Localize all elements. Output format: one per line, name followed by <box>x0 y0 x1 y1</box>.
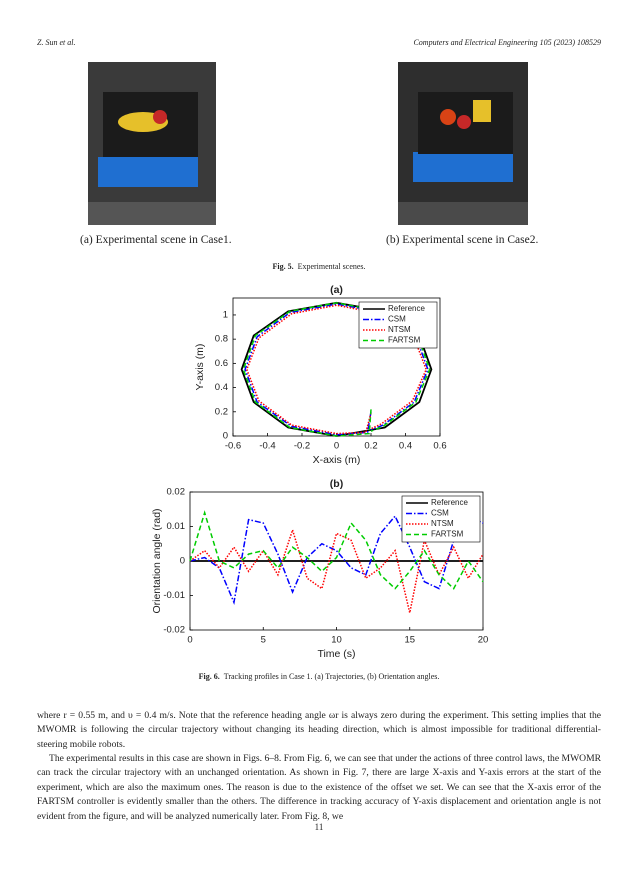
y-tick-label: -0.01 <box>163 590 185 601</box>
figure-caption: Fig. 5. Experimental scenes. <box>0 262 638 271</box>
x-axis-label: Time (s) <box>317 648 355 660</box>
y-axis-label: Orientation angle (rad) <box>151 508 163 613</box>
y-tick-label: 1 <box>223 309 228 320</box>
photo-case2 <box>398 62 528 225</box>
legend-label: FARTSM <box>388 336 421 345</box>
series-line <box>189 514 484 606</box>
running-head-left: Z. Sun et al. <box>37 38 76 47</box>
series-line <box>242 302 431 437</box>
caption-label: Fig. 6. <box>198 672 220 681</box>
x-axis-label: X-axis (m) <box>313 454 361 466</box>
y-tick-label: 0.6 <box>215 358 228 369</box>
x-tick-label: 0.4 <box>399 441 412 452</box>
caption-label: Fig. 5. <box>272 262 294 271</box>
chart-title: (a) <box>330 284 343 296</box>
y-tick-label: -0.02 <box>163 625 185 636</box>
x-tick-label: 0.6 <box>433 441 446 452</box>
series-line <box>245 304 428 435</box>
y-tick-label: 0.02 <box>167 487 186 498</box>
legend-label: NTSM <box>388 325 411 334</box>
running-head-right: Computers and Electrical Engineering 105… <box>413 38 601 47</box>
x-tick-label: 15 <box>404 635 415 646</box>
series-line <box>189 510 484 590</box>
y-tick-label: 0.8 <box>215 334 228 345</box>
legend-label: CSM <box>431 509 449 518</box>
caption-text: Tracking profiles in Case 1. (a) Traject… <box>223 672 440 681</box>
x-tick-label: 10 <box>331 635 342 646</box>
y-tick-label: 0.01 <box>167 521 186 532</box>
x-tick-label: -0.4 <box>259 441 275 452</box>
legend-label: CSM <box>388 315 406 324</box>
y-tick-label: 0 <box>180 556 185 567</box>
x-tick-label: 0 <box>334 441 339 452</box>
y-tick-label: 0.4 <box>215 382 228 393</box>
x-tick-label: 20 <box>478 635 489 646</box>
legend-label: Reference <box>431 498 468 507</box>
y-tick-label: 0 <box>223 431 228 442</box>
series-line <box>244 303 429 436</box>
legend-label: NTSM <box>431 519 454 528</box>
page-number: 11 <box>314 822 324 832</box>
paragraph: The experimental results in this case ar… <box>37 753 601 822</box>
x-tick-label: 0 <box>187 635 192 646</box>
photo-case1 <box>88 62 216 225</box>
x-tick-label: -0.2 <box>294 441 310 452</box>
figure-caption: Fig. 6. Tracking profiles in Case 1. (a) … <box>0 672 638 681</box>
caption-text: Experimental scenes. <box>297 262 366 271</box>
paragraph: where r = 0.55 m, and υ = 0.4 m/s. Note … <box>37 710 601 750</box>
charts: -0.6 -0.4 -0.2 0 0.2 0.4 0.6 0 0.2 0.4 0.6 0.8 1 Refe… <box>151 284 489 660</box>
series-line <box>189 527 484 613</box>
legend-label: Reference <box>388 304 425 313</box>
y-axis-label: Y-axis (m) <box>194 344 206 391</box>
y-tick-label: 0.2 <box>215 406 228 417</box>
subcaption: (a) Experimental scene in Case1. <box>80 234 232 246</box>
x-tick-label: 5 <box>261 635 266 646</box>
chart-title: (b) <box>330 478 343 490</box>
x-tick-label: 0.2 <box>364 441 377 452</box>
legend-label: FARTSM <box>431 530 464 539</box>
x-tick-label: -0.6 <box>225 441 241 452</box>
subcaption: (b) Experimental scene in Case2. <box>386 234 539 246</box>
